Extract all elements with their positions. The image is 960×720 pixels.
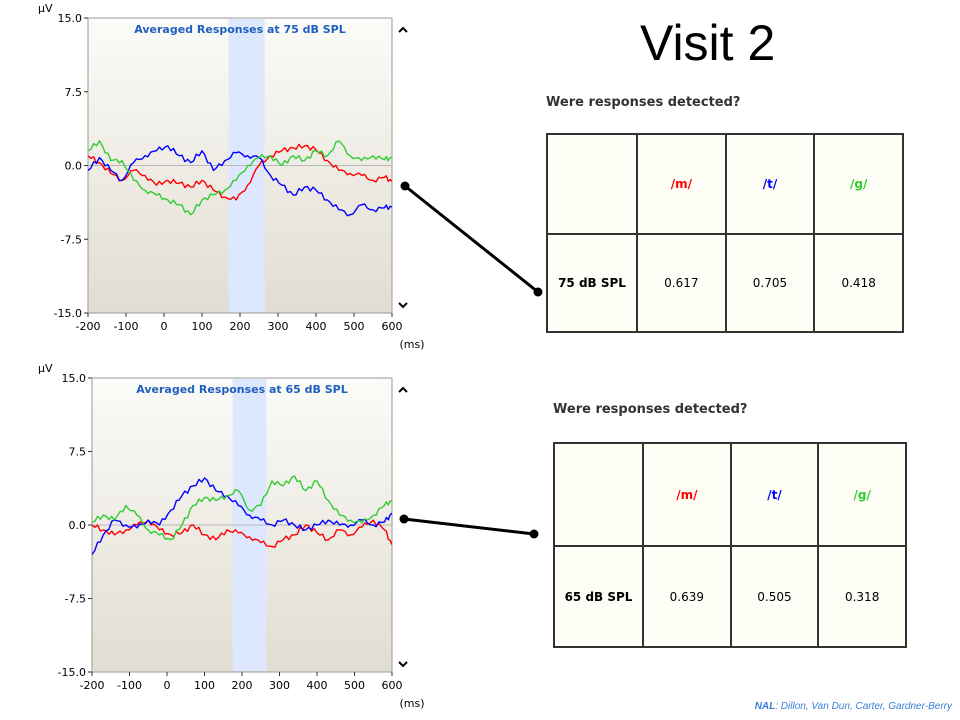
header-t: /t/ [724,133,816,235]
series-line-t [92,477,392,555]
y-tick-label: -7.5 [65,593,86,606]
chart-title: Averaged Responses at 65 dB SPL [136,383,348,396]
chevron-up-icon[interactable] [398,26,408,33]
x-tick-label: 200 [232,679,253,692]
y-axis-label: µV [38,2,53,15]
x-tick-label: -200 [80,679,105,692]
x-tick-label: 100 [192,320,213,333]
y-tick-label: 15.0 [58,12,83,25]
x-tick-label: 600 [382,320,403,333]
chart-svg: Averaged Responses at 65 dB SPL 15.0 7.5 0.… [38,362,425,710]
credit-lead: NAL [754,701,776,712]
value-g: 0.418 [813,233,904,333]
y-tick-label: -15.0 [58,666,86,679]
chevron-down-icon[interactable] [398,661,408,668]
series-line-g [92,475,392,541]
empty-header-cell [553,442,644,547]
credit-rest: : Dillon, Van Dun, Carter, Gardner-Berry [775,701,952,712]
connector-line-65db [403,517,535,536]
y-tick-label: 7.5 [65,86,83,99]
x-tick-label: 0 [161,320,168,333]
detection-table: /m/ /t/ /g/ 65 dB SPL 0.639 0.505 0.318 [553,442,907,648]
averaged-responses-chart-75db: Averaged Responses at 75 dB SPL 15.0 7.5 0.… [0,0,430,360]
header-g: /g/ [813,133,904,235]
y-tick-label: -15.0 [54,307,82,320]
credit-line: NAL: Dillon, Van Dun, Carter, Gardner-Be… [755,701,952,712]
series-line-m [88,143,392,201]
value-t: 0.705 [724,233,816,333]
detection-table: /m/ /t/ /g/ 75 dB SPL 0.617 0.705 0.418 [546,133,904,333]
series-line-t [88,145,392,217]
x-tick-label: 400 [306,320,327,333]
header-m: /m/ [636,133,727,235]
averaged-responses-chart-65db: Averaged Responses at 65 dB SPL 15.0 7.5 0.… [0,360,430,720]
value-m: 0.639 [642,545,732,648]
x-axis-label: (ms) [399,338,424,351]
value-m: 0.617 [636,233,727,333]
chevron-up-icon[interactable] [398,386,408,393]
header-t: /t/ [729,442,820,547]
connector-dot [400,181,410,191]
detection-question: Were responses detected? [553,402,748,417]
y-axis-label: µV [38,362,53,375]
connector-dot [529,529,539,539]
chart-svg: Averaged Responses at 75 dB SPL 15.0 7.5 0.… [38,2,425,351]
detection-question: Were responses detected? [546,95,741,110]
value-t: 0.505 [729,545,820,648]
x-tick-label: -100 [114,320,139,333]
connector-line-75db [404,184,539,294]
x-axis-label: (ms) [399,697,424,710]
x-tick-label: -100 [117,679,142,692]
chart-title: Averaged Responses at 75 dB SPL [134,23,346,36]
x-tick-label: 0 [164,679,171,692]
x-tick-label: 400 [307,679,328,692]
y-tick-label: -7.5 [61,233,82,246]
value-g: 0.318 [817,545,907,648]
header-g: /g/ [817,442,907,547]
x-tick-label: -200 [76,320,101,333]
y-tick-label: 0.0 [69,519,87,532]
row-label: 65 dB SPL [553,545,644,648]
x-tick-label: 300 [269,679,290,692]
header-m: /m/ [642,442,732,547]
x-tick-label: 500 [344,679,365,692]
y-tick-label: 0.0 [65,160,83,173]
x-tick-label: 100 [194,679,215,692]
slide-title: Visit 2 [640,15,776,71]
empty-header-cell [546,133,638,235]
y-tick-label: 7.5 [69,446,87,459]
connector-dot [533,287,543,297]
connector-dot [399,514,409,524]
y-tick-label: 15.0 [62,372,87,385]
row-label: 75 dB SPL [546,233,638,333]
chevron-down-icon[interactable] [398,302,408,309]
x-tick-label: 500 [344,320,365,333]
series-line-g [88,140,392,216]
x-tick-label: 600 [382,679,403,692]
x-tick-label: 200 [230,320,251,333]
x-tick-label: 300 [268,320,289,333]
